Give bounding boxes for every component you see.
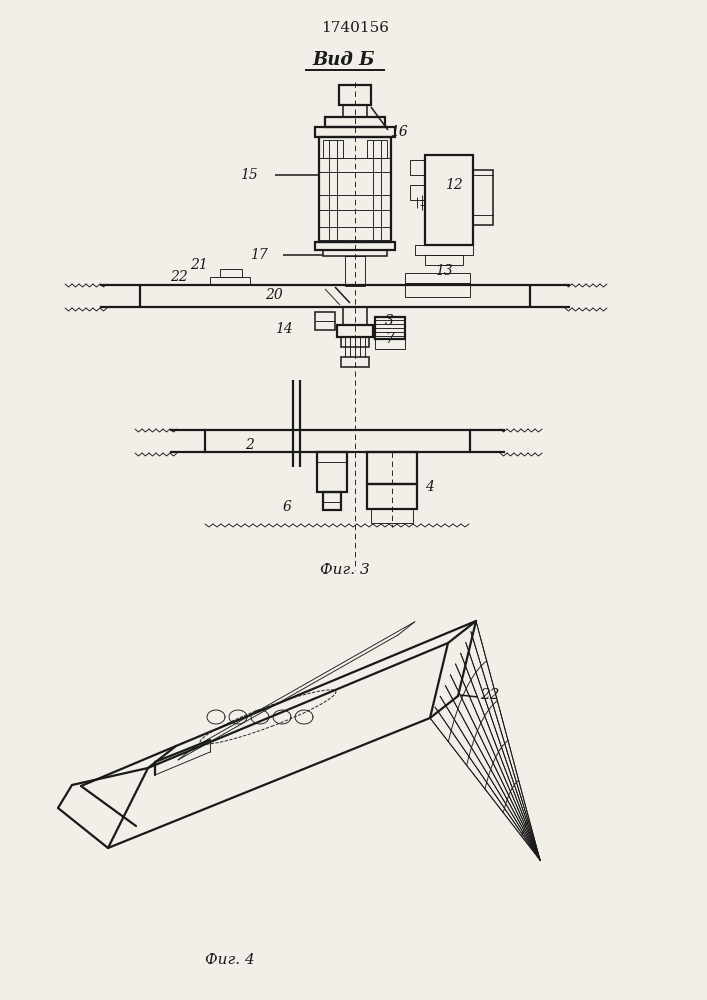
Text: 22: 22: [170, 270, 188, 284]
Bar: [371, 509, 413, 523]
Bar: [315, 127, 395, 137]
Bar: [375, 317, 405, 339]
Bar: [367, 484, 417, 509]
Text: 14: 14: [275, 322, 293, 336]
Bar: [405, 273, 470, 283]
Bar: [341, 357, 369, 367]
Text: 16: 16: [390, 125, 408, 139]
Text: 21: 21: [190, 258, 208, 272]
Bar: [337, 325, 373, 337]
Text: 12: 12: [445, 178, 463, 192]
Text: 6: 6: [283, 500, 292, 514]
Bar: [343, 105, 367, 117]
Bar: [425, 255, 463, 265]
Text: 2: 2: [245, 438, 254, 452]
Bar: [425, 155, 473, 245]
Bar: [210, 277, 250, 285]
Bar: [410, 185, 424, 200]
Bar: [410, 160, 424, 175]
Bar: [317, 452, 347, 492]
Bar: [140, 285, 530, 307]
Bar: [325, 117, 385, 127]
Bar: [323, 492, 341, 510]
Text: 4: 4: [425, 480, 434, 494]
Bar: [339, 85, 371, 105]
Bar: [343, 307, 367, 325]
Bar: [205, 430, 470, 452]
Bar: [315, 312, 335, 330]
Bar: [415, 245, 473, 255]
Bar: [345, 256, 365, 286]
Bar: [315, 242, 395, 250]
Bar: [220, 269, 242, 277]
Bar: [319, 137, 391, 242]
Bar: [323, 250, 387, 256]
Bar: [323, 140, 343, 158]
Bar: [341, 337, 369, 347]
Text: 13: 13: [435, 264, 452, 278]
Bar: [405, 283, 470, 297]
Text: Фиг. 3: Фиг. 3: [320, 563, 370, 577]
Text: 3: 3: [385, 314, 394, 328]
Bar: [375, 339, 405, 349]
Text: 22: 22: [480, 688, 500, 702]
Text: 20: 20: [265, 288, 283, 302]
Text: Вид Б: Вид Б: [312, 51, 375, 69]
Text: 1740156: 1740156: [321, 21, 389, 35]
Bar: [367, 452, 417, 484]
Bar: [317, 452, 347, 462]
Bar: [367, 140, 387, 158]
Bar: [473, 170, 493, 225]
Text: 17: 17: [250, 248, 268, 262]
Text: Фиг. 4: Фиг. 4: [205, 953, 255, 967]
Text: 7: 7: [385, 332, 394, 346]
Text: 15: 15: [240, 168, 258, 182]
